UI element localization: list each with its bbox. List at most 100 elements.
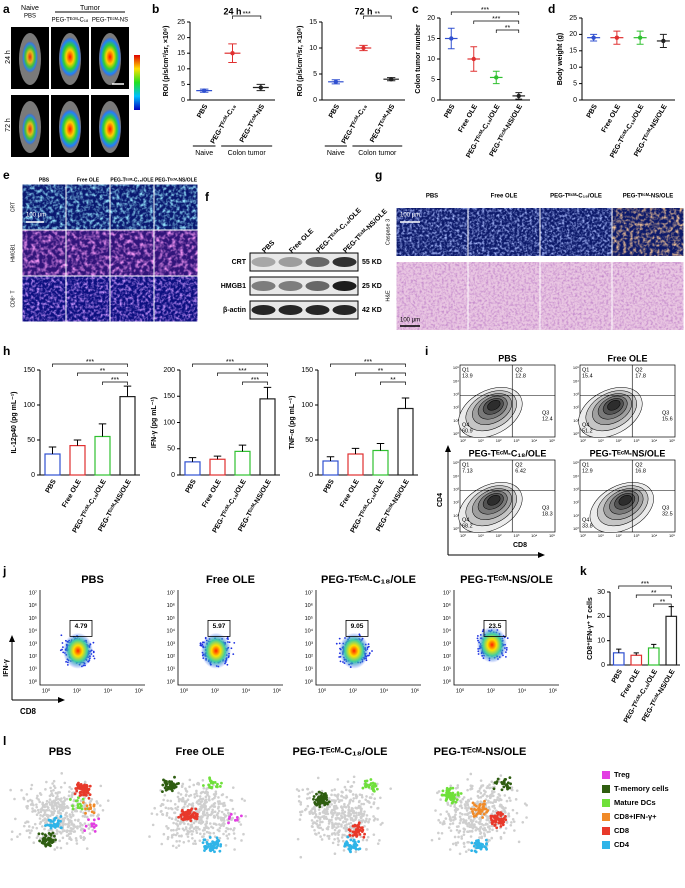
cell-dot bbox=[101, 808, 105, 812]
cluster-dot bbox=[216, 782, 219, 786]
bar bbox=[209, 458, 226, 476]
cell-dot bbox=[360, 795, 364, 799]
signal bbox=[99, 109, 121, 149]
cluster-dot bbox=[362, 835, 366, 839]
cell-dot bbox=[184, 793, 188, 796]
cell-dot bbox=[359, 835, 363, 839]
cell-dot bbox=[351, 793, 355, 796]
cell-dot bbox=[193, 839, 197, 843]
cell-dot bbox=[30, 783, 34, 787]
cell-dot bbox=[511, 808, 515, 812]
band-size: 42 KD bbox=[362, 307, 382, 314]
cluster-dot bbox=[470, 807, 473, 811]
cell-dot bbox=[486, 830, 489, 834]
cell-dot bbox=[360, 793, 364, 797]
cell-dot bbox=[467, 848, 471, 852]
cell-dot bbox=[162, 798, 165, 802]
cluster-dot bbox=[213, 781, 217, 784]
cell-dot bbox=[363, 824, 366, 828]
cell-dot bbox=[327, 797, 331, 800]
cell-dot bbox=[455, 828, 459, 832]
cluster-dot bbox=[215, 785, 219, 789]
cell-dot bbox=[65, 829, 69, 832]
cell-dot bbox=[326, 812, 330, 816]
cluster-dot bbox=[88, 784, 92, 788]
cell-dot bbox=[482, 823, 485, 827]
density-core bbox=[63, 632, 93, 669]
signal bbox=[22, 41, 38, 73]
cell-dot bbox=[340, 823, 343, 827]
cell-dot bbox=[177, 791, 180, 795]
cell-dot bbox=[482, 832, 486, 835]
cell-dot bbox=[439, 821, 442, 824]
event-dot bbox=[199, 644, 202, 647]
cell-dot bbox=[208, 832, 212, 835]
cell-dot bbox=[342, 849, 346, 852]
cluster-dot bbox=[92, 822, 96, 826]
column-label: PEG-Tᴱᶜᴹ-NS/OLE bbox=[623, 193, 674, 200]
cell-dot bbox=[165, 811, 169, 815]
y-tick-label: 20 bbox=[569, 31, 577, 38]
cell-dot bbox=[46, 834, 50, 837]
x-tick-label: 10⁰ bbox=[318, 687, 327, 694]
cell-dot bbox=[71, 814, 75, 817]
cell-dot bbox=[166, 799, 169, 802]
column-label: PEG-Tᴱᶜᴹ-NS/OLE bbox=[155, 177, 198, 183]
cell-dot bbox=[344, 805, 348, 809]
cell-dot bbox=[60, 800, 63, 803]
cell-dot bbox=[330, 815, 334, 819]
y-tick-label: 50 bbox=[305, 437, 313, 444]
cell-dot bbox=[454, 841, 458, 845]
cell-dot bbox=[308, 791, 312, 795]
y-tick-label: 15 bbox=[569, 48, 577, 55]
cluster-dot bbox=[473, 803, 476, 807]
cell-dot bbox=[99, 804, 102, 807]
cluster-dot bbox=[88, 803, 92, 807]
cluster-dot bbox=[48, 838, 51, 842]
cell-dot bbox=[172, 821, 175, 825]
event-dot bbox=[92, 641, 95, 644]
cell-dot bbox=[352, 814, 356, 818]
cluster-dot bbox=[83, 829, 87, 833]
bar bbox=[259, 398, 276, 476]
cell-dot bbox=[203, 826, 206, 830]
cluster-dot bbox=[352, 830, 356, 834]
cell-dot bbox=[437, 818, 440, 822]
event-dot bbox=[371, 650, 373, 652]
cell-dot bbox=[106, 799, 110, 802]
cell-dot bbox=[16, 835, 19, 839]
cell-dot bbox=[490, 824, 494, 828]
cell-dot bbox=[155, 813, 159, 816]
cell-dot bbox=[191, 830, 195, 833]
column-label: PEG-Tᴱᶜᴹ-C₁₈ bbox=[52, 17, 89, 24]
cell-dot bbox=[477, 789, 481, 793]
scale-bar-label: 100 μm bbox=[26, 213, 46, 219]
cell-dot bbox=[175, 816, 178, 819]
x-axis-label: CD8 bbox=[513, 542, 527, 549]
cell-dot bbox=[198, 832, 202, 836]
y-tick-label: 10¹ bbox=[443, 667, 451, 673]
cell-dot bbox=[330, 789, 334, 792]
error-bar bbox=[616, 648, 622, 653]
y-tick-label: 10¹ bbox=[573, 513, 579, 518]
cell-dot bbox=[195, 829, 198, 832]
cluster-dot bbox=[227, 821, 230, 825]
event-dot bbox=[226, 663, 229, 666]
y-tick-label: 10⁷ bbox=[29, 589, 37, 596]
event-dot bbox=[338, 656, 341, 658]
cell-dot bbox=[341, 809, 344, 812]
significance-label: *** bbox=[364, 359, 372, 366]
row-label: HMGB1 bbox=[221, 283, 246, 290]
cell-dot bbox=[185, 790, 189, 793]
group-label: Tumor bbox=[80, 5, 101, 12]
blot-band bbox=[278, 281, 303, 291]
panel-label: e bbox=[3, 168, 10, 182]
cell-dot bbox=[320, 789, 324, 793]
y-tick-label: 10² bbox=[573, 500, 579, 505]
plot-title: PEG-Tᴱᶜᴹ-NS/OLE bbox=[590, 448, 666, 458]
micrograph-texture bbox=[66, 184, 110, 230]
group-label: Colon tumor bbox=[228, 150, 267, 157]
cell-dot bbox=[368, 801, 371, 804]
blot-band bbox=[278, 257, 303, 267]
y-tick-label: 10⁷ bbox=[167, 589, 175, 596]
